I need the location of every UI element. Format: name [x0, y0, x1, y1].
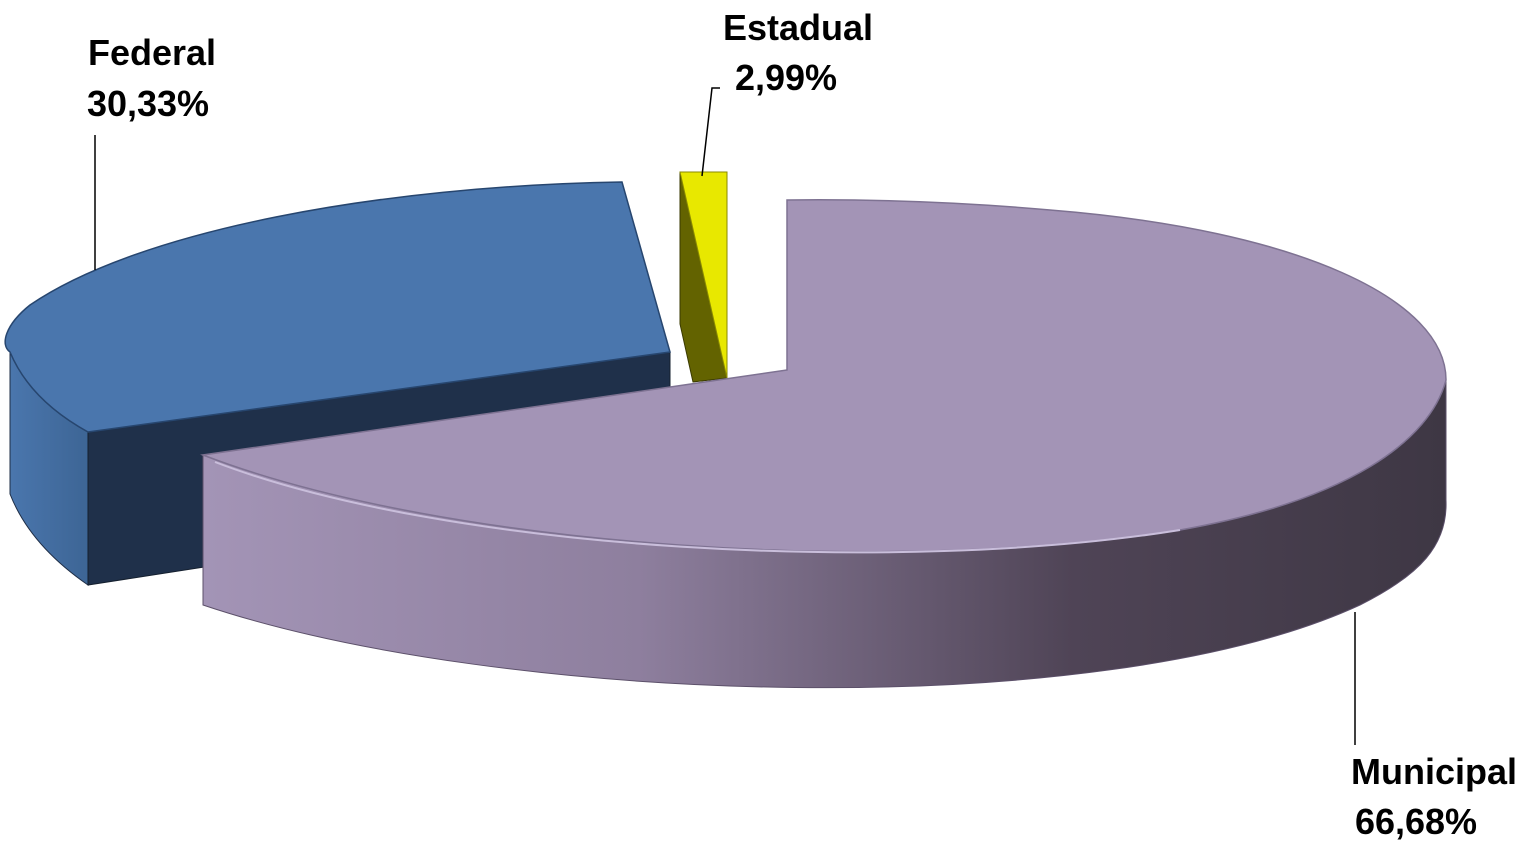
slice-estadual-top — [679, 171, 728, 379]
data-label-estadual-name: Estadual — [723, 7, 873, 48]
slice-municipal-top — [200, 199, 1447, 553]
slice-municipal — [200, 199, 1447, 689]
data-label-estadual: Estadual 2,99% — [723, 7, 873, 98]
data-label-municipal-value: 66,68% — [1355, 801, 1477, 842]
data-label-federal: Federal 30,33% — [87, 32, 216, 124]
slice-federal-top — [4, 181, 671, 433]
leader-line-estadual — [701, 87, 720, 177]
slice-estadual — [679, 171, 728, 383]
data-label-estadual-value: 2,99% — [735, 57, 837, 98]
slice-municipal-rim-highlight — [214, 461, 1181, 554]
data-label-federal-value: 30,33% — [87, 83, 209, 124]
data-label-municipal-name: Municipal — [1351, 751, 1517, 792]
data-label-municipal: Municipal 66,68% — [1351, 751, 1517, 842]
data-label-federal-name: Federal — [88, 32, 216, 73]
